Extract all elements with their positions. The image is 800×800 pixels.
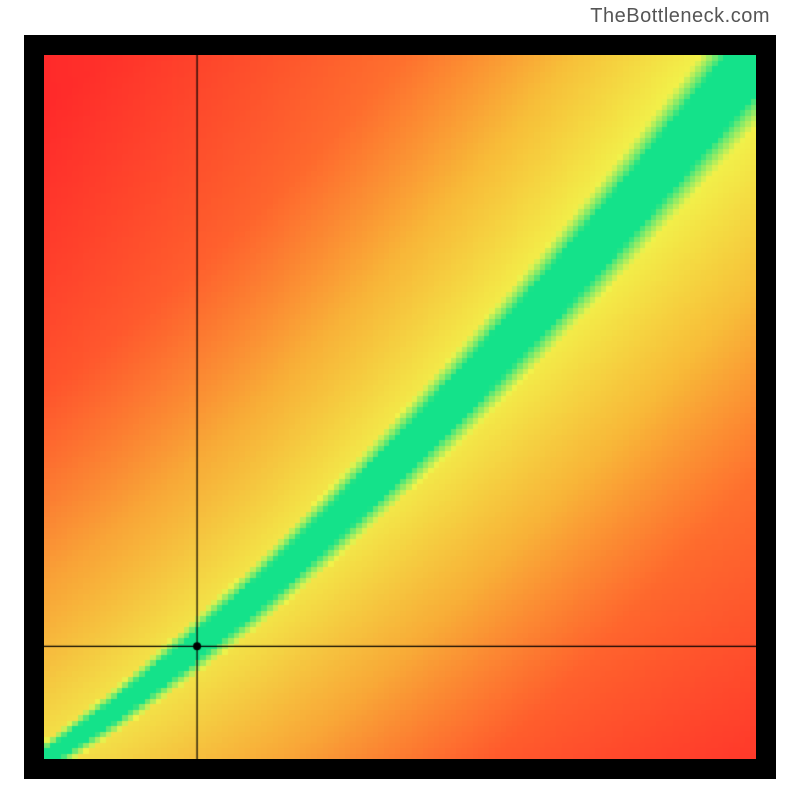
heatmap-canvas: [44, 55, 756, 759]
chart-frame: [24, 35, 776, 779]
page-container: TheBottleneck.com: [0, 0, 800, 800]
attribution-text: TheBottleneck.com: [590, 5, 770, 28]
